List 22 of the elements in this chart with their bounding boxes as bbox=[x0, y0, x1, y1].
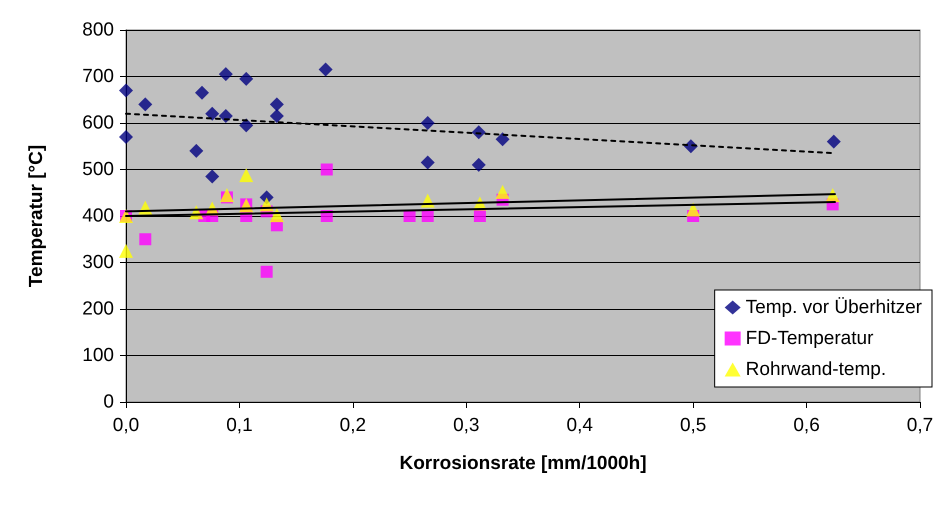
legend-label: Rohrwand-temp. bbox=[746, 359, 886, 380]
x-tick-label: 0,2 bbox=[340, 415, 366, 436]
x-tick-label: 0,6 bbox=[793, 415, 820, 436]
x-tick-label: 0,4 bbox=[566, 415, 594, 436]
y-tick-label: 800 bbox=[82, 20, 114, 40]
y-tick-label: 0 bbox=[103, 392, 114, 412]
x-tick-label: 0,3 bbox=[453, 415, 480, 436]
legend-label: FD-Temperatur bbox=[746, 328, 874, 349]
x-tick-label: 0,1 bbox=[226, 415, 253, 436]
y-tick-label: 500 bbox=[82, 159, 114, 180]
y-axis-title: Temperatur [°C] bbox=[26, 144, 47, 288]
legend-label: Temp. vor Überhitzer bbox=[746, 297, 923, 318]
x-tick-label: 0,0 bbox=[112, 415, 140, 436]
y-tick-label: 400 bbox=[82, 206, 114, 226]
x-tick-label: 0,5 bbox=[680, 415, 706, 436]
y-tick-label: 700 bbox=[82, 66, 114, 87]
y-tick-label: 100 bbox=[82, 345, 114, 366]
x-axis-title: Korrosionsrate [mm/1000h] bbox=[399, 453, 647, 474]
x-tick-label: 0,7 bbox=[906, 415, 934, 436]
y-tick-label: 200 bbox=[82, 298, 114, 320]
y-tick-label: 300 bbox=[82, 252, 114, 273]
y-tick-label: 600 bbox=[82, 112, 114, 134]
